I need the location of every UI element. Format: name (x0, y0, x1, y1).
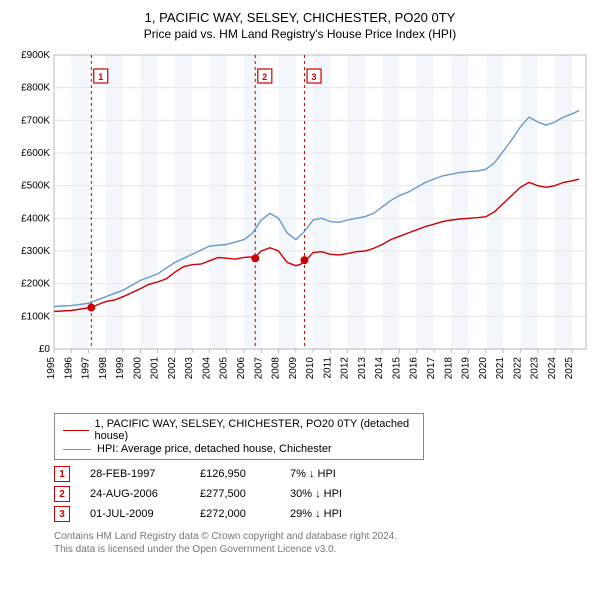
svg-text:£600K: £600K (21, 148, 50, 159)
svg-text:£300K: £300K (21, 246, 50, 257)
marker-date: 24-AUG-2006 (90, 488, 180, 500)
footer-line: This data is licensed under the Open Gov… (54, 543, 592, 556)
svg-text:2023: 2023 (530, 357, 541, 380)
footer-line: Contains HM Land Registry data © Crown c… (54, 530, 592, 543)
legend-swatch (63, 430, 89, 431)
marker-date: 28-FEB-1997 (90, 468, 180, 480)
svg-text:2: 2 (262, 72, 267, 82)
marker-row: 3 01-JUL-2009 £272,000 29% ↓ HPI (54, 506, 592, 522)
svg-text:1999: 1999 (115, 357, 126, 380)
svg-text:2022: 2022 (512, 357, 523, 380)
svg-text:2019: 2019 (461, 357, 472, 380)
svg-text:2011: 2011 (322, 357, 333, 379)
attribution-footer: Contains HM Land Registry data © Crown c… (54, 530, 592, 556)
legend-item: HPI: Average price, detached house, Chic… (63, 443, 415, 455)
marker-price: £272,000 (200, 508, 270, 520)
svg-text:2012: 2012 (340, 357, 351, 380)
chart-subtitle: Price paid vs. HM Land Registry's House … (8, 27, 592, 41)
svg-text:2010: 2010 (305, 357, 316, 380)
svg-text:1: 1 (98, 72, 103, 82)
marker-diff: 29% ↓ HPI (290, 508, 370, 520)
svg-text:2001: 2001 (150, 357, 161, 380)
marker-price: £126,950 (200, 468, 270, 480)
marker-number-box: 2 (54, 486, 70, 502)
legend-swatch (63, 449, 91, 450)
svg-text:1996: 1996 (63, 357, 74, 380)
svg-text:2005: 2005 (219, 357, 230, 380)
legend-label: HPI: Average price, detached house, Chic… (97, 443, 332, 455)
chart-container: £0 £100K £200K £300K £400K £500K £600K £700K £80… (8, 49, 592, 409)
legend-item: 1, PACIFIC WAY, SELSEY, CHICHESTER, PO20… (63, 418, 415, 442)
svg-text:2020: 2020 (478, 357, 489, 380)
svg-text:2016: 2016 (409, 357, 420, 380)
marker-price: £277,500 (200, 488, 270, 500)
svg-text:2009: 2009 (288, 357, 299, 380)
marker-date: 01-JUL-2009 (90, 508, 180, 520)
svg-text:1997: 1997 (81, 357, 92, 380)
svg-text:£700K: £700K (21, 115, 50, 126)
svg-text:2018: 2018 (443, 357, 454, 380)
svg-text:2025: 2025 (564, 357, 575, 380)
chart-title: 1, PACIFIC WAY, SELSEY, CHICHESTER, PO20… (8, 10, 592, 25)
svg-text:£0: £0 (39, 344, 51, 355)
svg-text:£200K: £200K (21, 279, 50, 290)
svg-text:2000: 2000 (132, 357, 143, 380)
svg-text:2007: 2007 (253, 357, 264, 380)
svg-text:2002: 2002 (167, 357, 178, 380)
marker-row: 2 24-AUG-2006 £277,500 30% ↓ HPI (54, 486, 592, 502)
svg-text:2021: 2021 (495, 357, 506, 380)
marker-row: 1 28-FEB-1997 £126,950 7% ↓ HPI (54, 466, 592, 482)
svg-text:2015: 2015 (391, 357, 402, 380)
marker-number-box: 3 (54, 506, 70, 522)
svg-text:2024: 2024 (547, 357, 558, 380)
sale-marker-table: 1 28-FEB-1997 £126,950 7% ↓ HPI 2 24-AUG-2006… (54, 466, 592, 522)
svg-text:£500K: £500K (21, 181, 50, 192)
svg-text:2017: 2017 (426, 357, 437, 380)
svg-text:1998: 1998 (98, 357, 109, 380)
line-chart: £0 £100K £200K £300K £400K £500K £600K £700K £80… (8, 49, 592, 409)
svg-text:2014: 2014 (374, 357, 385, 380)
svg-text:2004: 2004 (201, 357, 212, 380)
svg-text:2006: 2006 (236, 357, 247, 380)
svg-text:2008: 2008 (271, 357, 282, 380)
svg-text:2013: 2013 (357, 357, 368, 380)
marker-number-box: 1 (54, 466, 70, 482)
svg-text:2003: 2003 (184, 357, 195, 380)
legend: 1, PACIFIC WAY, SELSEY, CHICHESTER, PO20… (54, 413, 424, 460)
marker-diff: 30% ↓ HPI (290, 488, 370, 500)
svg-text:3: 3 (312, 72, 317, 82)
svg-text:£900K: £900K (21, 50, 50, 61)
svg-text:£400K: £400K (21, 213, 50, 224)
svg-text:1995: 1995 (46, 357, 57, 380)
svg-text:£800K: £800K (21, 83, 50, 94)
marker-diff: 7% ↓ HPI (290, 468, 370, 480)
legend-label: 1, PACIFIC WAY, SELSEY, CHICHESTER, PO20… (95, 418, 415, 442)
svg-text:£100K: £100K (21, 311, 50, 322)
